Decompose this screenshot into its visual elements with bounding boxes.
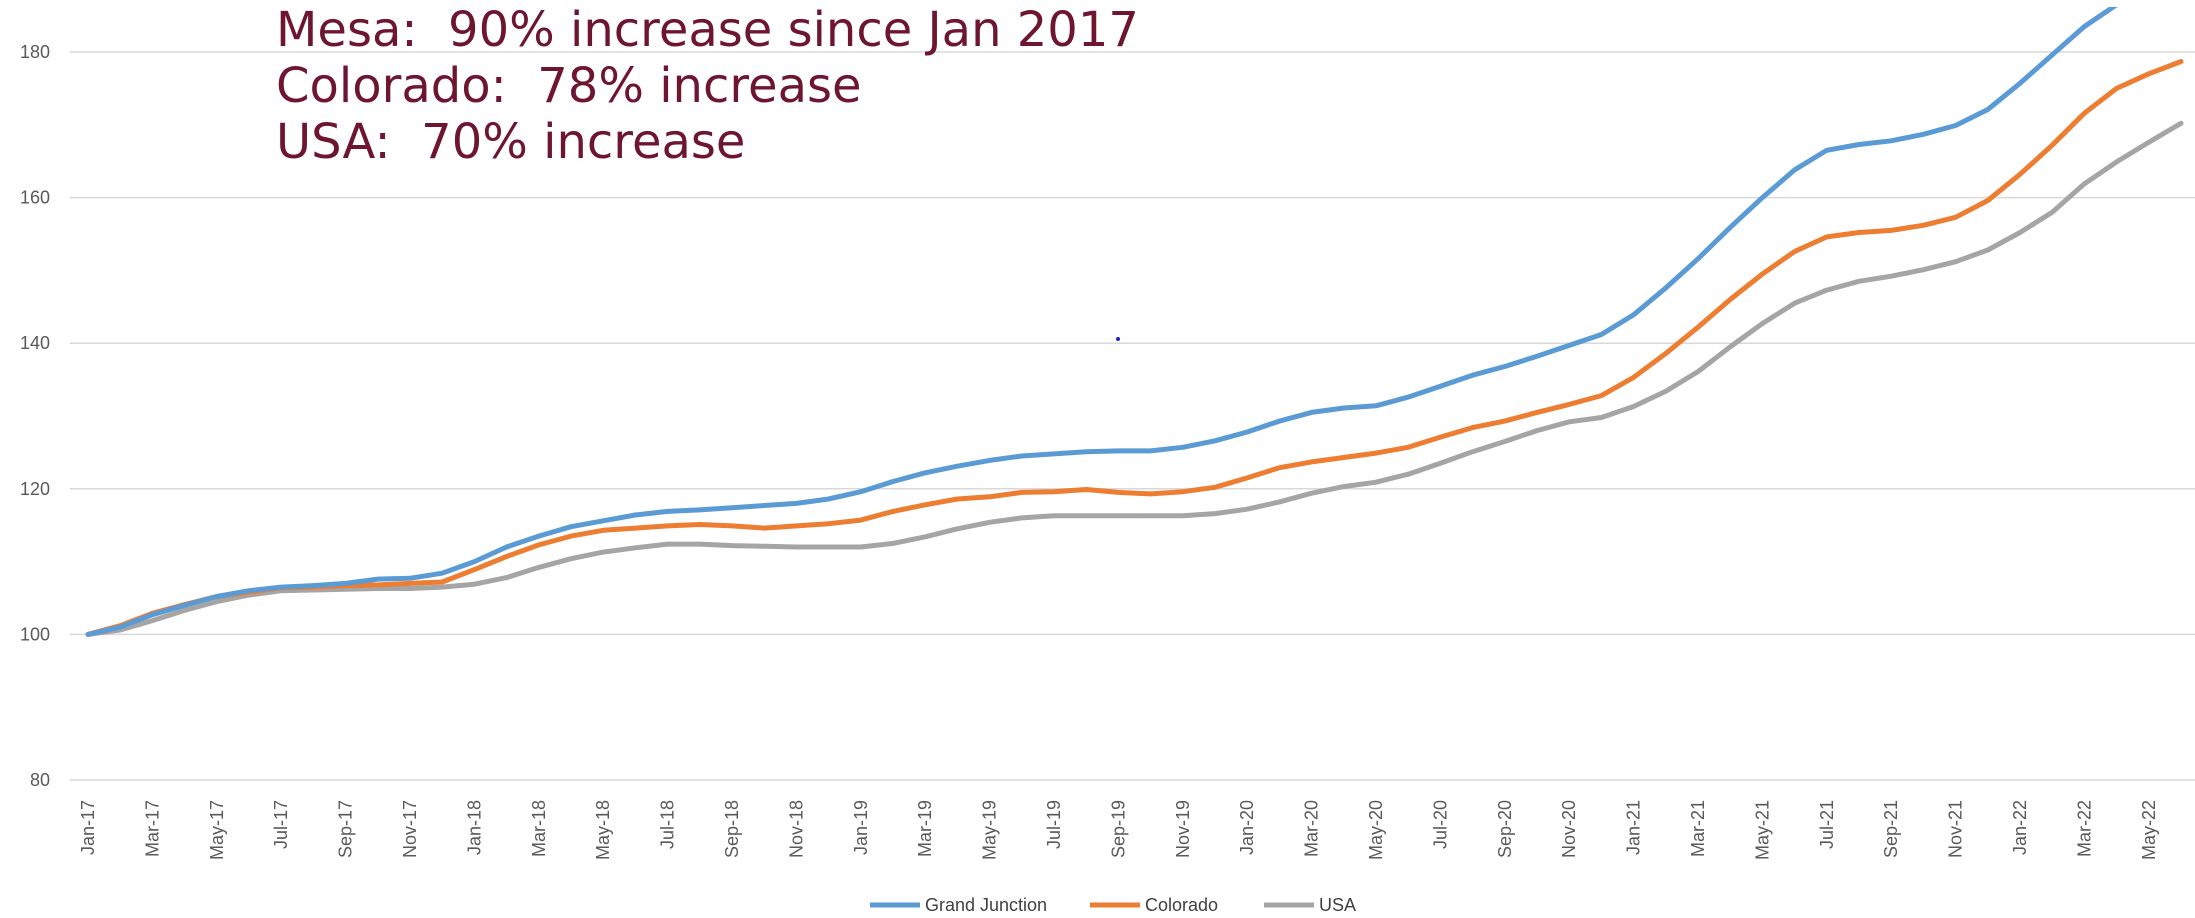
x-tick-label: Nov-19 <box>1173 800 1193 858</box>
legend-label-colorado: Colorado <box>1145 895 1218 915</box>
x-tick-label: Mar-20 <box>1302 800 1322 857</box>
series-line-colorado <box>85 59 2184 637</box>
legend-label-grand-junction: Grand Junction <box>925 895 1047 915</box>
x-tick-label: Mar-18 <box>529 800 549 857</box>
x-tick-label: Jan-17 <box>78 800 98 855</box>
y-tick-label: 140 <box>20 333 50 353</box>
y-tick-label: 100 <box>20 624 50 644</box>
x-tick-label: Mar-22 <box>2074 800 2094 857</box>
x-tick-label: Jul-18 <box>658 800 678 849</box>
x-tick-label: Jan-19 <box>851 800 871 855</box>
y-axis-ticks: 80 100 120 140 160 180 <box>20 42 50 790</box>
x-tick-label: Nov-20 <box>1559 800 1579 858</box>
y-tick-label: 180 <box>20 42 50 62</box>
stray-dot <box>1116 337 1120 341</box>
annotation-colorado: Colorado: 78% increase <box>276 58 862 114</box>
y-tick-label: 120 <box>20 479 50 499</box>
x-tick-label: Mar-21 <box>1688 800 1708 857</box>
x-tick-label: May-22 <box>2139 800 2159 860</box>
annotation-mesa: Mesa: 90% increase since Jan 2017 <box>276 2 1139 58</box>
y-tick-label: 160 <box>20 188 50 208</box>
x-tick-label: May-21 <box>1752 800 1772 860</box>
series-line-grand-junction <box>85 7 2118 637</box>
x-tick-label: May-17 <box>207 800 227 860</box>
x-tick-label: Nov-21 <box>1946 800 1966 858</box>
y-tick-label: 80 <box>30 770 50 790</box>
x-tick-label: Sep-20 <box>1495 800 1515 858</box>
x-tick-label: Mar-17 <box>142 800 162 857</box>
legend: Grand Junction Colorado USA <box>870 895 1356 915</box>
x-tick-label: Jul-21 <box>1817 800 1837 849</box>
x-tick-label: Sep-19 <box>1108 800 1128 858</box>
x-tick-label: Nov-17 <box>400 800 420 858</box>
series-line-usa <box>85 120 2184 637</box>
x-tick-label: Sep-17 <box>336 800 356 858</box>
gridlines <box>70 51 2195 781</box>
annotation-block: Mesa: 90% increase since Jan 2017 Colora… <box>276 2 1139 170</box>
x-tick-label: Jan-22 <box>2010 800 2030 855</box>
x-tick-label: Sep-21 <box>1881 800 1901 858</box>
x-axis-ticks: Jan-17 Mar-17 May-17 Jul-17 Sep-17 Nov-17 Jan-… <box>78 800 2159 860</box>
x-tick-label: Nov-18 <box>786 800 806 858</box>
x-tick-label: May-18 <box>593 800 613 860</box>
x-tick-label: May-20 <box>1366 800 1386 860</box>
x-tick-label: Jul-20 <box>1430 800 1450 849</box>
x-tick-label: Jan-20 <box>1237 800 1257 855</box>
x-tick-label: Mar-19 <box>915 800 935 857</box>
x-tick-label: Jan-21 <box>1624 800 1644 855</box>
x-tick-label: May-19 <box>980 800 1000 860</box>
x-tick-label: Jul-17 <box>271 800 291 849</box>
legend-label-usa: USA <box>1319 895 1356 915</box>
x-tick-label: Jan-18 <box>464 800 484 855</box>
x-tick-label: Jul-19 <box>1044 800 1064 849</box>
x-tick-label: Sep-18 <box>722 800 742 858</box>
annotation-usa: USA: 70% increase <box>276 114 746 170</box>
